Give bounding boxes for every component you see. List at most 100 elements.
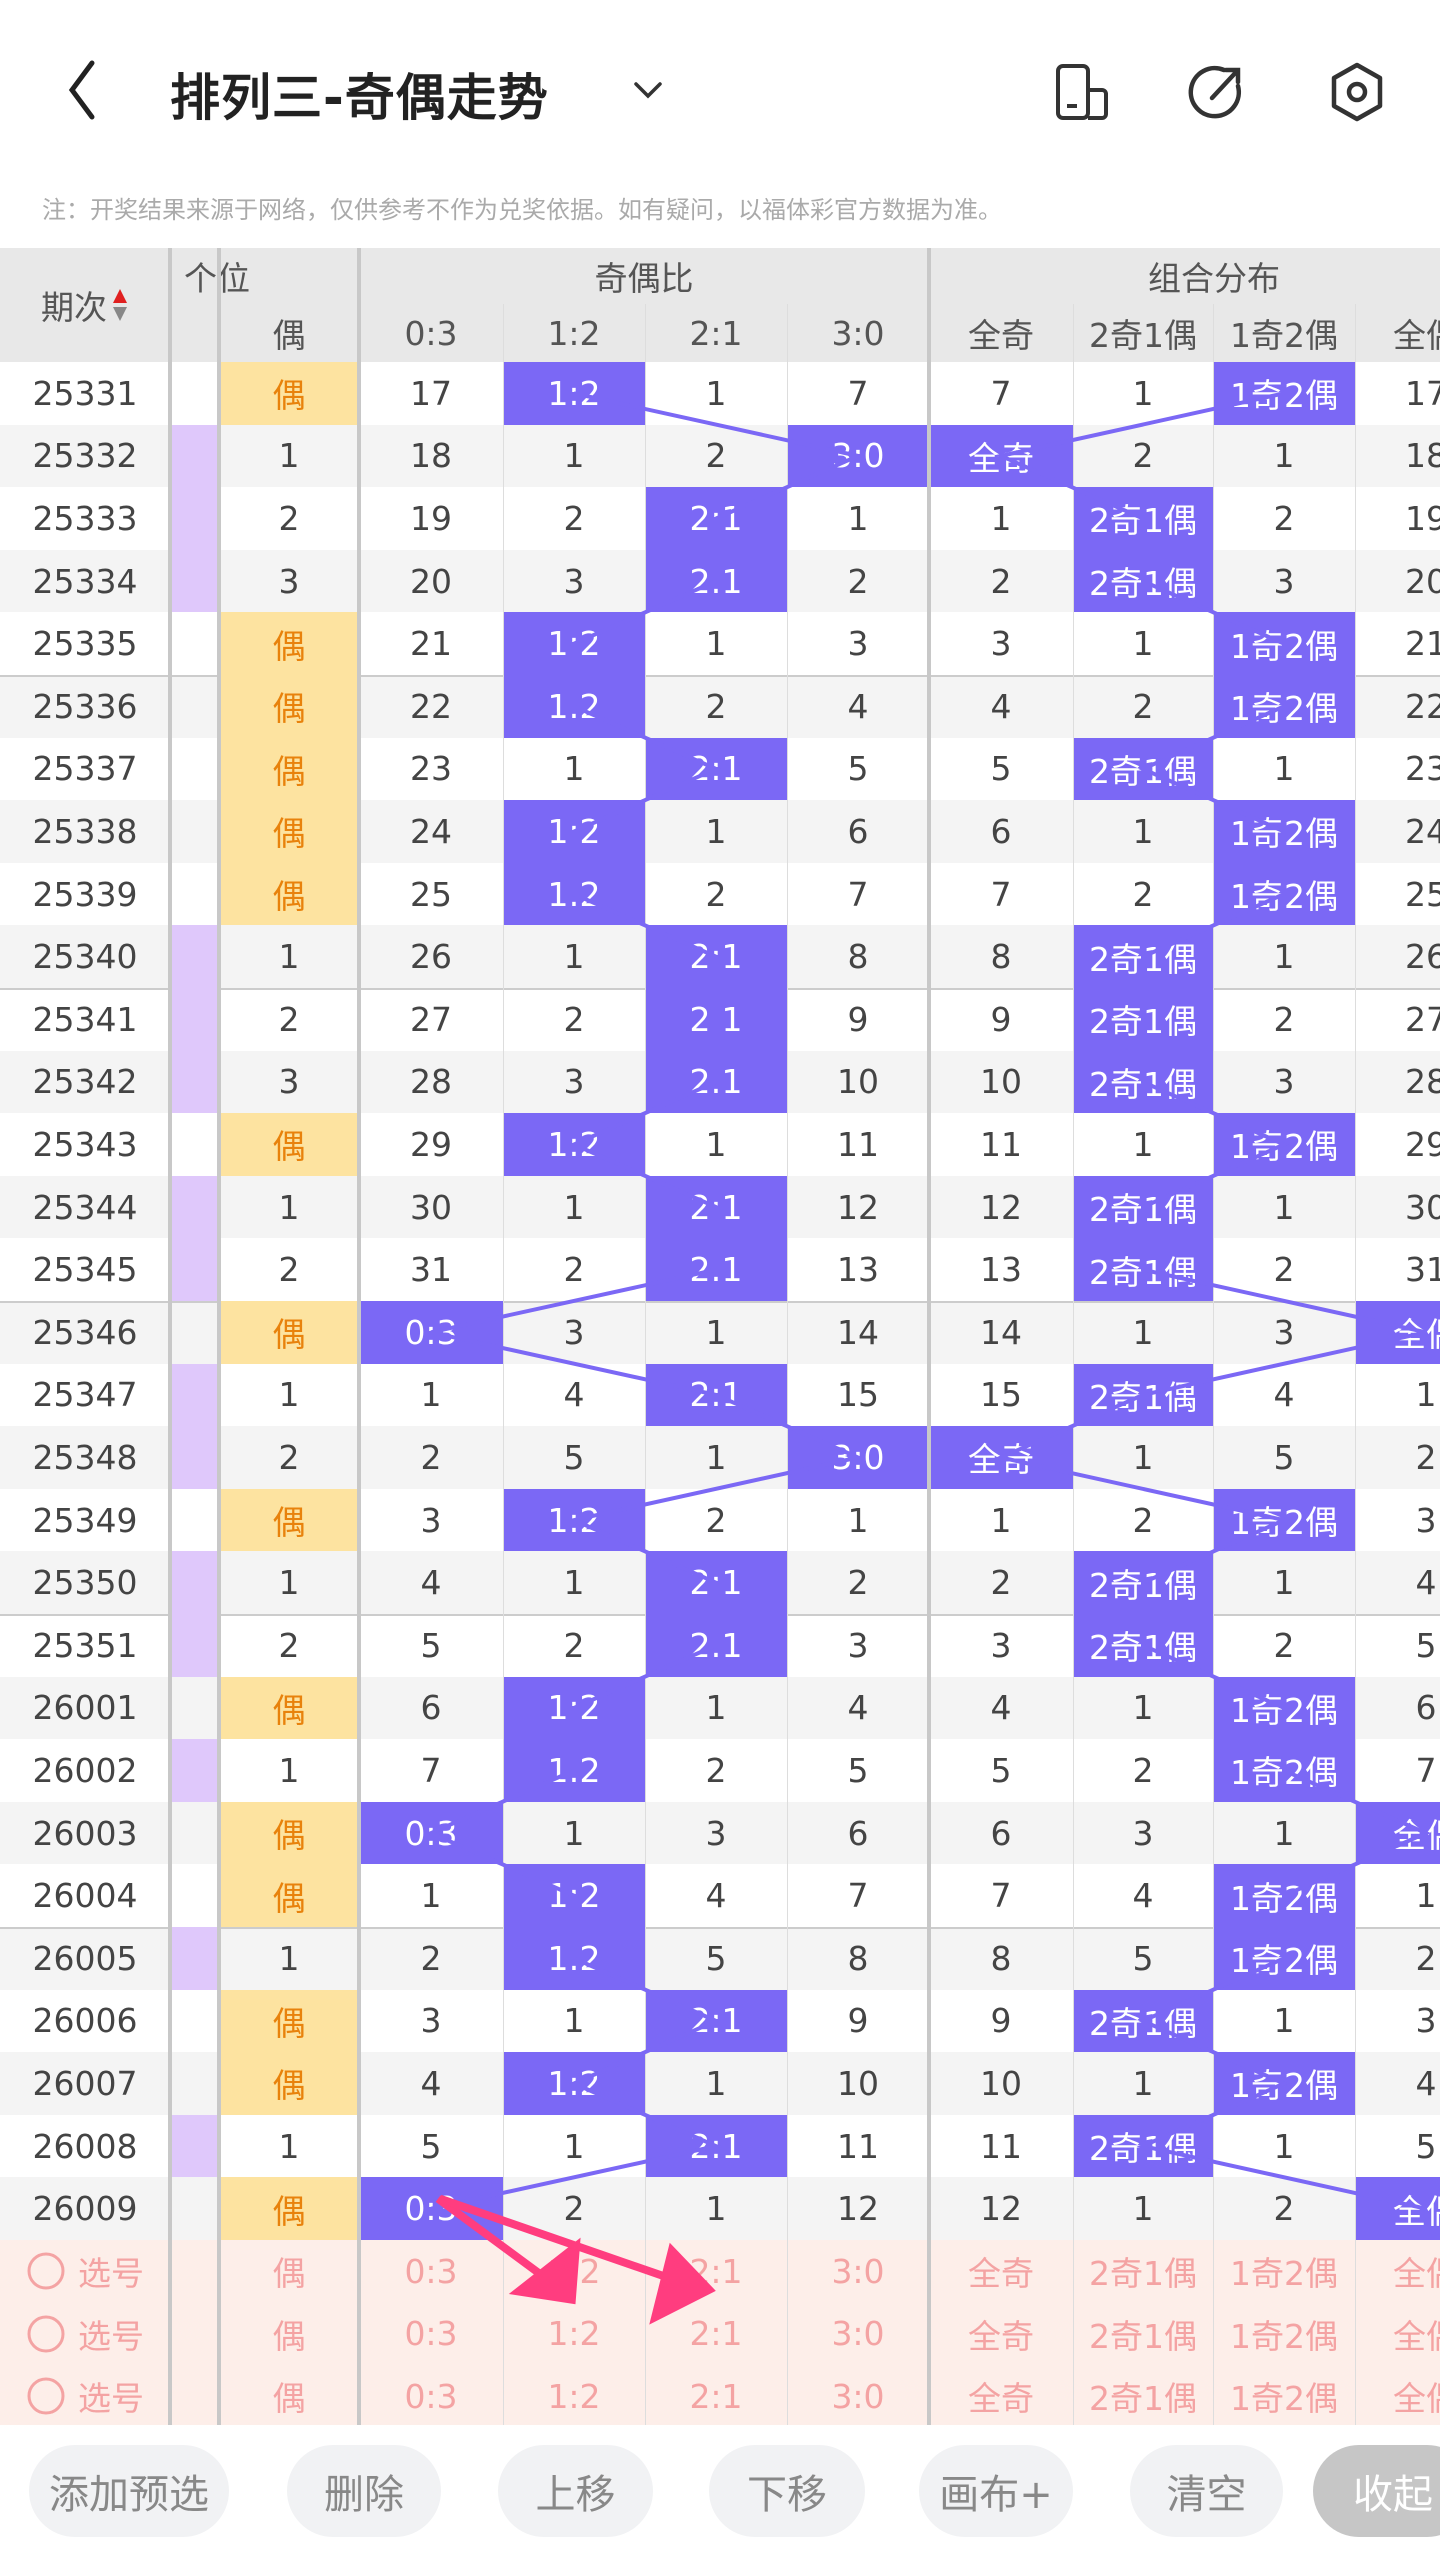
preselect-combo-option[interactable]: 1奇2偶: [1213, 2240, 1355, 2303]
combo-miss-cell[interactable]: 5: [1415, 2126, 1437, 2166]
ratio-miss-cell[interactable]: 1: [705, 373, 727, 413]
combo-miss-cell[interactable]: 2: [1273, 1625, 1295, 1665]
preselect-combo-option[interactable]: 全偶: [1355, 2365, 1440, 2425]
combo-hit-cell[interactable]: 1奇2偶: [1213, 1927, 1355, 1990]
ratio-miss-cell[interactable]: 30: [410, 1187, 452, 1227]
ratio-miss-cell[interactable]: 1: [563, 749, 585, 789]
combo-miss-cell[interactable]: 24: [1405, 811, 1440, 851]
ratio-miss-cell[interactable]: 4: [847, 1688, 869, 1728]
ratio-miss-cell[interactable]: 1: [563, 2126, 585, 2166]
combo-miss-cell[interactable]: 20: [1405, 561, 1440, 601]
ratio-hit-cell[interactable]: 2:1: [645, 925, 787, 988]
combo-miss-cell[interactable]: 1: [1132, 1312, 1154, 1352]
combo-miss-cell[interactable]: 2: [1273, 498, 1295, 538]
ratio-miss-cell[interactable]: 10: [837, 2063, 879, 2103]
ratio-hit-cell[interactable]: 1:2: [503, 2052, 645, 2115]
preselect-ge[interactable]: 偶: [219, 2240, 359, 2303]
ratio-miss-cell[interactable]: 1: [705, 1688, 727, 1728]
ratio-miss-cell[interactable]: 22: [410, 686, 452, 726]
preselect-ge[interactable]: 偶: [219, 2365, 359, 2425]
combo-miss-cell[interactable]: 3: [1273, 561, 1295, 601]
combo-miss-cell[interactable]: 1: [1132, 1688, 1154, 1728]
preselect-button[interactable]: 选号: [0, 2365, 170, 2425]
combo-miss-cell[interactable]: 3: [990, 624, 1012, 664]
combo-miss-cell[interactable]: 11: [980, 1124, 1022, 1164]
combo-hit-cell[interactable]: 1奇2偶: [1213, 1676, 1355, 1740]
share-icon[interactable]: [1184, 60, 1248, 124]
ratio-miss-cell[interactable]: 25: [410, 874, 452, 914]
combo-miss-cell[interactable]: 2: [1273, 1250, 1295, 1290]
ratio-miss-cell[interactable]: 23: [410, 749, 452, 789]
ratio-hit-cell[interactable]: 2:1: [645, 737, 787, 801]
combo-miss-cell[interactable]: 2: [1132, 686, 1154, 726]
combo-hit-cell[interactable]: 2奇1偶: [1073, 1238, 1213, 1301]
combo-hit-cell[interactable]: 2奇1偶: [1073, 925, 1213, 988]
ratio-miss-cell[interactable]: 2: [705, 686, 727, 726]
combo-miss-cell[interactable]: 6: [1415, 1688, 1437, 1728]
combo-miss-cell[interactable]: 1: [1273, 1187, 1295, 1227]
ratio-miss-cell[interactable]: 6: [847, 1813, 869, 1853]
combo-miss-cell[interactable]: 8: [990, 1938, 1012, 1978]
ratio-miss-cell[interactable]: 2: [705, 874, 727, 914]
combo-hit-cell[interactable]: 全奇: [929, 1426, 1073, 1489]
combo-miss-cell[interactable]: 10: [980, 2063, 1022, 2103]
combo-hit-cell[interactable]: 全偶: [1355, 1801, 1440, 1865]
clear-button[interactable]: 清空: [1130, 2445, 1283, 2537]
combo-miss-cell[interactable]: 27: [1405, 999, 1440, 1039]
canvas-plus-button[interactable]: 画布+: [919, 2445, 1073, 2537]
ratio-miss-cell[interactable]: 19: [410, 498, 452, 538]
combo-miss-cell[interactable]: 1: [1132, 811, 1154, 851]
ratio-miss-cell[interactable]: 3: [420, 1500, 442, 1540]
combo-miss-cell[interactable]: 4: [990, 1688, 1012, 1728]
combo-miss-cell[interactable]: 2: [990, 561, 1012, 601]
combo-miss-cell[interactable]: 15: [980, 1375, 1022, 1415]
ratio-hit-cell[interactable]: 1:2: [503, 1927, 645, 1990]
combo-hit-cell[interactable]: 全偶: [1355, 1301, 1440, 1364]
combo-miss-cell[interactable]: 10: [980, 1062, 1022, 1102]
ratio-miss-cell[interactable]: 3: [563, 561, 585, 601]
ratio-miss-cell[interactable]: 3: [420, 2001, 442, 2041]
combo-miss-cell[interactable]: 28: [1405, 1062, 1440, 1102]
ratio-miss-cell[interactable]: 2: [563, 2189, 585, 2229]
combo-hit-cell[interactable]: 1奇2偶: [1213, 1113, 1355, 1176]
combo-miss-cell[interactable]: 1: [1273, 2001, 1295, 2041]
combo-miss-cell[interactable]: 5: [1415, 1625, 1437, 1665]
combo-hit-cell[interactable]: 1奇2偶: [1213, 362, 1355, 425]
ratio-hit-cell[interactable]: 0:3: [359, 1801, 503, 1865]
combo-miss-cell[interactable]: 29: [1405, 1124, 1440, 1164]
ratio-miss-cell[interactable]: 7: [847, 373, 869, 413]
ratio-miss-cell[interactable]: 1: [705, 1124, 727, 1164]
ratio-hit-cell[interactable]: 3:0: [787, 424, 929, 488]
ratio-hit-cell[interactable]: 1:2: [503, 362, 645, 425]
combo-miss-cell[interactable]: 3: [1273, 1312, 1295, 1352]
ratio-miss-cell[interactable]: 1: [847, 1500, 869, 1540]
combo-miss-cell[interactable]: 2: [1132, 1750, 1154, 1790]
settings-icon[interactable]: [1325, 60, 1389, 124]
ratio-miss-cell[interactable]: 2: [563, 1625, 585, 1665]
combo-hit-cell[interactable]: 全奇: [929, 424, 1073, 488]
combo-miss-cell[interactable]: 7: [990, 373, 1012, 413]
radio-circle-icon[interactable]: [26, 2314, 66, 2354]
preselect-ratio-option[interactable]: 1:2: [503, 2302, 645, 2366]
ratio-hit-cell[interactable]: 1:2: [503, 1488, 645, 1552]
trend-table[interactable]: 期次 个位 偶 奇偶比 组合分布 0:31:22:13:0全奇2奇1偶1奇2偶全…: [0, 248, 1440, 2425]
combo-miss-cell[interactable]: 19: [1405, 498, 1440, 538]
ratio-hit-cell[interactable]: 2:1: [645, 487, 787, 550]
combo-miss-cell[interactable]: 1: [1132, 1437, 1154, 1477]
issue-header[interactable]: 期次: [0, 248, 170, 362]
ratio-miss-cell[interactable]: 14: [837, 1312, 879, 1352]
combo-miss-cell[interactable]: 1: [1273, 749, 1295, 789]
combo-hit-cell[interactable]: 2奇1偶: [1073, 1989, 1213, 2053]
preselect-ge[interactable]: 偶: [219, 2302, 359, 2366]
preselect-combo-option[interactable]: 2奇1偶: [1073, 2302, 1213, 2366]
combo-miss-cell[interactable]: 11: [980, 2126, 1022, 2166]
ratio-miss-cell[interactable]: 2: [705, 436, 727, 476]
ratio-miss-cell[interactable]: 2: [705, 1750, 727, 1790]
ratio-hit-cell[interactable]: 2:1: [645, 1551, 787, 1614]
combo-miss-cell[interactable]: 2: [1415, 1437, 1437, 1477]
ratio-miss-cell[interactable]: 4: [420, 2063, 442, 2103]
ratio-miss-cell[interactable]: 5: [420, 1625, 442, 1665]
combo-hit-cell[interactable]: 1奇2偶: [1213, 862, 1355, 926]
preselect-ratio-option[interactable]: 3:0: [787, 2240, 929, 2303]
ratio-hit-cell[interactable]: 2:1: [645, 1050, 787, 1114]
